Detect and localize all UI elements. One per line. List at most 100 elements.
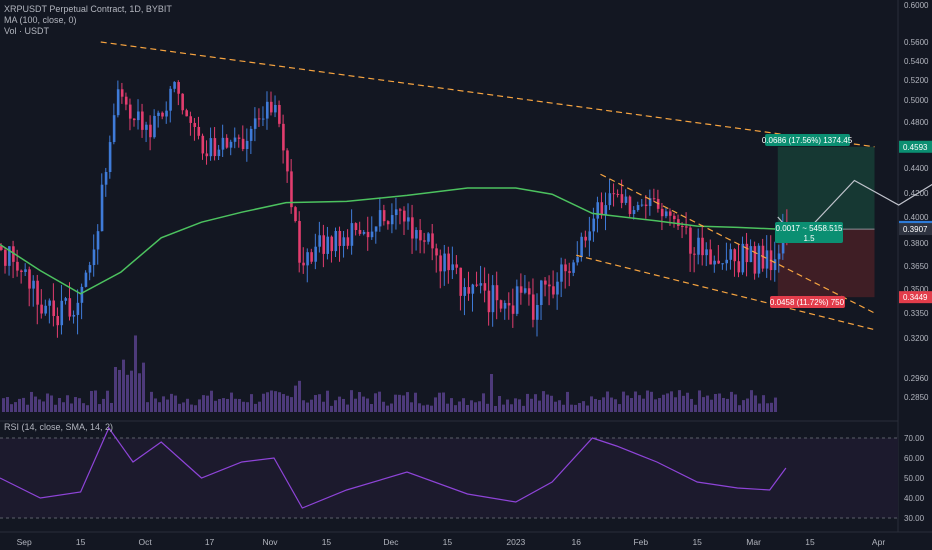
candle-body: [479, 283, 483, 286]
volume-bar: [302, 400, 305, 412]
volume-bar: [726, 398, 729, 412]
volume-bar: [578, 403, 581, 412]
volume-bar: [146, 402, 149, 412]
price-tick: 0.3650: [904, 262, 929, 271]
x-tick-13: 15: [805, 537, 815, 547]
volume-bar: [614, 399, 617, 412]
candle-body: [697, 237, 700, 255]
volume-bar: [262, 393, 265, 412]
candle-body: [237, 137, 241, 139]
ratio-label: 1.5: [803, 234, 815, 243]
candle-body: [600, 202, 604, 216]
candle-body: [523, 288, 527, 293]
candle-body: [241, 138, 245, 149]
candle-body: [346, 237, 350, 246]
candle-body: [753, 246, 757, 274]
legend-rsi: RSI (14, close, SMA, 14, 2): [4, 422, 114, 432]
volume-bar: [162, 396, 165, 412]
rsi-tick: 30.00: [904, 514, 925, 523]
volume-bar: [698, 390, 701, 412]
candle-body: [519, 286, 523, 293]
volume-bar: [474, 402, 477, 412]
candle-body: [225, 137, 229, 148]
volume-bar: [186, 398, 189, 412]
volume-bar: [414, 392, 417, 412]
volume-bar: [550, 395, 553, 412]
volume-bar: [638, 395, 641, 412]
candle-body: [137, 111, 140, 121]
price-tick: 0.3200: [904, 334, 929, 343]
volume-bar: [646, 390, 649, 412]
volume-bar: [82, 403, 85, 412]
candle-body: [749, 246, 753, 263]
volume-bar: [258, 401, 261, 412]
candle-body: [491, 285, 495, 313]
rsi-band: [0, 438, 898, 518]
candle-body: [721, 263, 724, 265]
volume-bar: [586, 405, 589, 412]
volume-bar: [398, 394, 401, 412]
volume-bar: [530, 398, 533, 412]
candle-body: [636, 205, 640, 211]
candle-body: [374, 226, 378, 232]
volume-bar: [66, 395, 69, 412]
volume-bar: [746, 398, 749, 412]
volume-bar: [538, 400, 541, 412]
volume-bar: [226, 398, 229, 412]
price-tick: 0.5200: [904, 76, 929, 85]
volume-bar: [702, 397, 705, 412]
candle-body: [560, 264, 563, 282]
volume-bar: [62, 402, 65, 412]
x-tick-5: 15: [322, 537, 332, 547]
volume-bar: [110, 402, 113, 412]
volume-bar: [558, 400, 561, 412]
volume-bar: [466, 404, 469, 412]
candle-body: [733, 249, 737, 262]
volume-bar: [318, 394, 321, 412]
volume-bar: [554, 401, 557, 412]
candle-body: [56, 316, 60, 326]
candle-body: [483, 283, 487, 291]
volume-bar: [422, 405, 425, 412]
candle-body: [423, 240, 426, 242]
candle-body: [177, 82, 180, 94]
volume-bar: [370, 403, 373, 412]
volume-bar: [142, 362, 145, 412]
volume-bar: [202, 395, 205, 412]
volume-bar: [642, 398, 645, 412]
candle-body: [471, 284, 475, 294]
volume-bar: [386, 405, 389, 412]
price-tick: 0.2850: [904, 393, 929, 402]
volume-bar: [602, 397, 605, 412]
candle-body: [681, 226, 684, 228]
candle-body: [745, 243, 749, 263]
profit-label: 0.0686 (17.56%) 1374.45: [762, 136, 853, 145]
center-label-bg: [775, 222, 843, 243]
volume-bar: [338, 396, 341, 412]
volume-bar: [30, 391, 33, 412]
candle-body: [201, 135, 205, 154]
candle-body: [20, 270, 23, 272]
candle-body: [660, 208, 664, 217]
loss-label: 0.0458 (11.72%) 750: [770, 298, 845, 307]
volume-bar: [42, 401, 45, 412]
candle-body: [640, 204, 644, 206]
profit-label-bg: [765, 134, 850, 146]
candle-body: [499, 300, 503, 309]
volume-bar: [362, 396, 365, 412]
rsi-tick: 70.00: [904, 434, 925, 443]
candle-body: [693, 253, 696, 255]
volume-bar: [682, 395, 685, 412]
x-tick-3: 17: [205, 537, 215, 547]
legend-ma: MA (100, close, 0): [4, 15, 77, 25]
volume-bar: [446, 403, 449, 412]
candle-body: [169, 88, 172, 111]
candle-body: [354, 223, 358, 231]
volume-bar: [38, 399, 41, 412]
volume-bar: [674, 397, 677, 412]
candle-body: [112, 115, 116, 143]
candle-body: [16, 261, 19, 271]
candle-body: [149, 124, 152, 138]
